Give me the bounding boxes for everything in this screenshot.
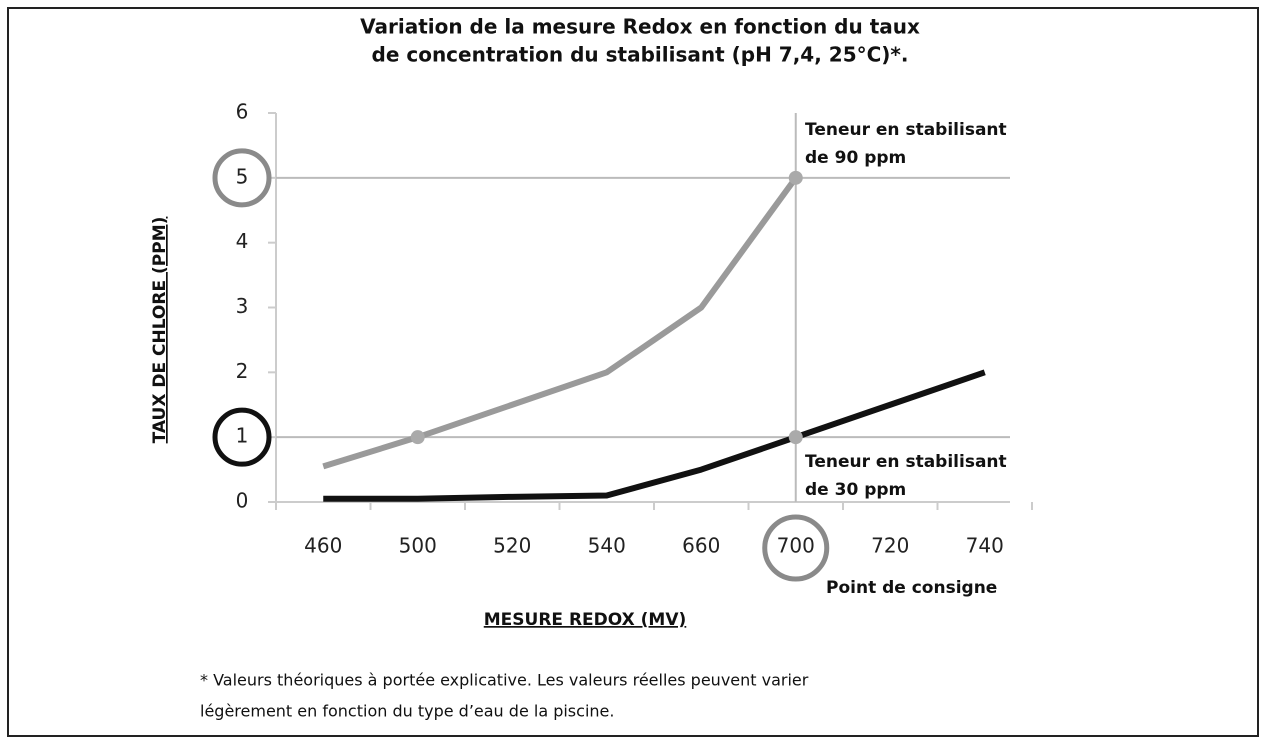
footnote: * Valeurs théoriques à portée explicativ… bbox=[200, 671, 809, 690]
highlight-circle bbox=[762, 514, 830, 582]
point bbox=[410, 430, 425, 445]
x-axis-label: MESURE REDOX (MV) bbox=[484, 610, 687, 630]
annotation: Teneur en stabilisant bbox=[805, 120, 1007, 140]
highlight-circle bbox=[212, 148, 272, 208]
footnote: légèrement en fonction du type d’eau de … bbox=[200, 702, 614, 721]
x-tick-label: 500 bbox=[399, 534, 437, 558]
frame bbox=[7, 7, 1259, 737]
y-tick-label: 4 bbox=[236, 229, 249, 253]
x-tick-label: 520 bbox=[493, 534, 531, 558]
y-tick-label: 5 bbox=[236, 164, 249, 188]
y-tick-label: 2 bbox=[236, 359, 249, 383]
x-tick-label: 460 bbox=[304, 534, 342, 558]
y-tick-label: 3 bbox=[236, 294, 249, 318]
y-tick-label: 0 bbox=[236, 489, 249, 513]
x-tick-label: 540 bbox=[588, 534, 626, 558]
x-tick-label: 740 bbox=[966, 534, 1004, 558]
x-tick-label: 720 bbox=[871, 534, 909, 558]
y-axis-label: TAUX DE CHLORE (PPM) bbox=[150, 217, 170, 444]
line-series bbox=[323, 369, 986, 502]
chart-title: Variation de la mesure Redox en fonction… bbox=[360, 15, 920, 39]
annotation: de 90 ppm bbox=[805, 148, 906, 168]
x-tick-label: 700 bbox=[777, 534, 815, 558]
annotation: Point de consigne bbox=[826, 578, 997, 598]
chart-title: de concentration du stabilisant (pH 7,4,… bbox=[372, 43, 909, 67]
y-tick-label: 6 bbox=[236, 100, 249, 124]
highlight-circle bbox=[212, 407, 272, 467]
annotation: de 30 ppm bbox=[805, 480, 906, 500]
point bbox=[788, 430, 803, 445]
annotation: Teneur en stabilisant bbox=[805, 452, 1007, 472]
x-tick-label: 660 bbox=[682, 534, 720, 558]
y-tick-label: 1 bbox=[236, 424, 249, 448]
line-series bbox=[322, 176, 799, 470]
point bbox=[788, 170, 803, 185]
